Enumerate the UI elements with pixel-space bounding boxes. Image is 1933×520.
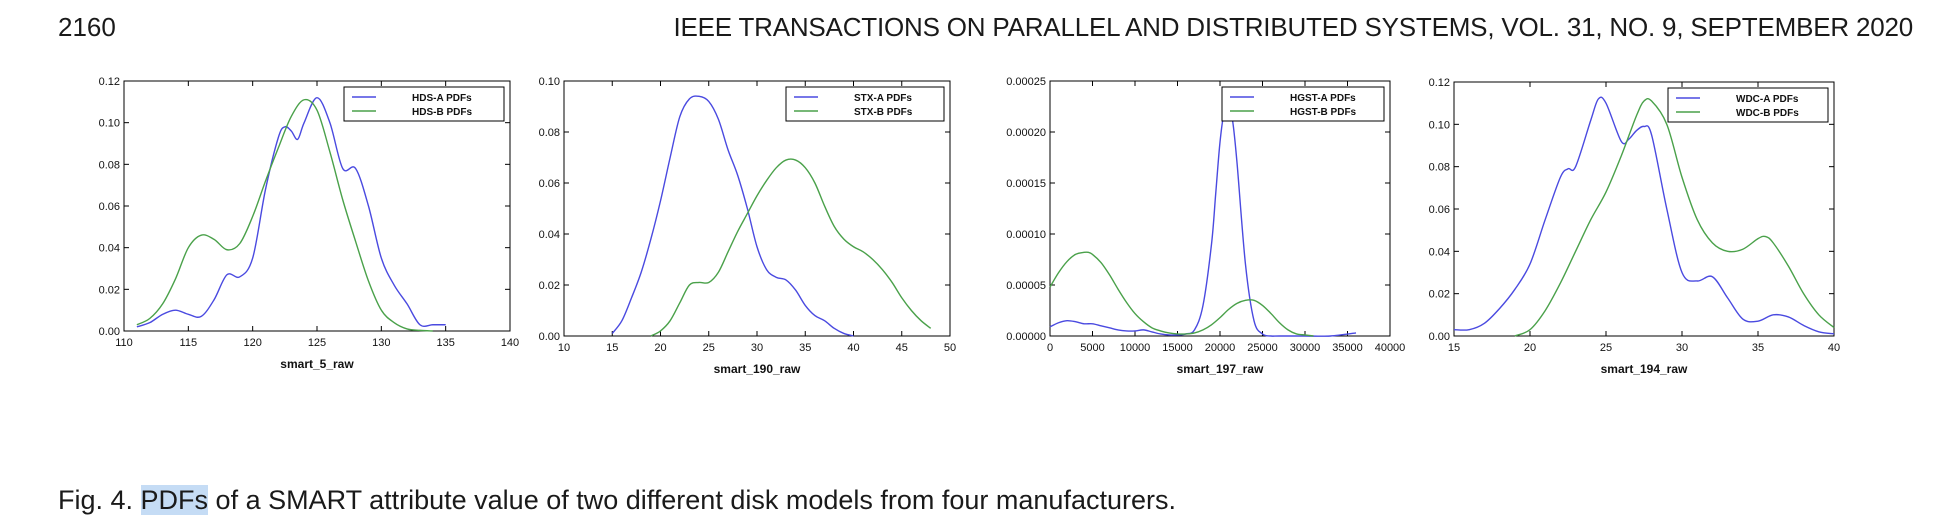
y-tick-label: 0.12 <box>99 76 120 88</box>
caption-prefix: Fig. 4. <box>58 485 134 515</box>
x-tick-label: 25000 <box>1247 342 1278 354</box>
x-tick-label: 115 <box>180 337 198 349</box>
y-tick-label: 0.08 <box>539 127 560 139</box>
x-tick-label: 40 <box>847 342 859 354</box>
legend-label: STX-A PDFs <box>854 93 912 104</box>
legend-label: HDS-B PDFs <box>412 107 472 118</box>
page-number: 2160 <box>58 12 116 42</box>
x-tick-label: 10000 <box>1120 342 1151 354</box>
x-tick-label: 40 <box>1828 342 1840 354</box>
y-tick-label: 0.02 <box>99 284 120 296</box>
y-tick-label: 0.08 <box>99 159 120 171</box>
caption-highlight[interactable]: PDFs <box>140 485 209 515</box>
chart-panel-stx: 10 15 20 25 30 35 40 45 50 0.00 0.02 0.04 0.06 0.08 0.… <box>538 76 958 455</box>
x-tick-label: 35 <box>1752 342 1764 354</box>
chart-panel-hds: 110 115 120 125 130 135 140 0.00 0.02 0.04 0.06 0.0… <box>98 76 520 455</box>
figure-caption: Fig. 4. PDFs of a SMART attribute value … <box>58 485 1176 515</box>
chart-panel-hgst: 0 5000 10000 15000 20000 25000 30000 35000 40000… <box>978 76 1408 455</box>
x-tick-label: 15000 <box>1162 342 1193 354</box>
legend-box <box>343 86 505 122</box>
pdf-chart-smart-190: 10 15 20 25 30 35 40 45 50 0.00 0.02 0.04 0.06 0.08 0.… <box>539 76 957 376</box>
x-tick-label: 125 <box>308 337 326 349</box>
legend-label: HDS-A PDFs <box>412 93 472 104</box>
y-tick-label: 0.00020 <box>1006 127 1046 139</box>
x-tick-label: 135 <box>436 337 454 349</box>
x-tick-label: 30 <box>1676 342 1688 354</box>
y-tick-label: 0.00025 <box>1006 76 1046 88</box>
x-tick-label: 35 <box>799 342 811 354</box>
legend-label: WDC-A PDFs <box>1736 94 1799 105</box>
y-tick-label: 0.00000 <box>1006 331 1046 343</box>
y-tick-label: 0.04 <box>539 229 560 241</box>
y-tick-label: 0.00005 <box>1006 280 1046 292</box>
y-tick-label: 0.12 <box>1429 77 1450 89</box>
y-tick-label: 0.00 <box>539 331 560 343</box>
y-tick-label: 0.10 <box>99 118 120 130</box>
pdf-chart-smart-194: 15 20 25 30 35 40 0.00 0.02 0.04 0.06 0.08 0.10 0.12… <box>1429 77 1841 376</box>
legend-label: HGST-B PDFs <box>1290 107 1357 118</box>
x-tick-label: 15 <box>606 342 618 354</box>
y-tick-label: 0.06 <box>1429 204 1450 216</box>
series-line-a <box>1453 96 1835 335</box>
y-tick-label: 0.00015 <box>1006 178 1046 190</box>
x-axis-label: smart_5_raw <box>280 357 354 371</box>
x-tick-label: 110 <box>115 337 133 349</box>
legend-box <box>785 86 945 122</box>
caption-text: of a SMART attribute value of two differ… <box>208 485 1176 515</box>
y-tick-label: 0.10 <box>1429 119 1450 131</box>
legend-box <box>1221 86 1385 122</box>
x-tick-label: 120 <box>243 337 261 349</box>
y-tick-label: 0.08 <box>1429 162 1450 174</box>
x-tick-label: 20 <box>654 342 666 354</box>
series-line-b <box>1049 251 1314 337</box>
x-tick-label: 15 <box>1448 342 1460 354</box>
x-tick-label: 20 <box>1524 342 1536 354</box>
y-tick-label: 0.10 <box>539 76 560 88</box>
series-line-a <box>136 96 446 328</box>
y-tick-label: 0.00 <box>99 326 120 338</box>
x-tick-label: 25 <box>703 342 715 354</box>
legend-box <box>1667 87 1829 123</box>
series-line-b <box>136 98 433 332</box>
y-tick-label: 0.04 <box>1429 246 1450 258</box>
y-tick-label: 0.02 <box>1429 289 1450 301</box>
x-tick-label: 20000 <box>1205 342 1236 354</box>
series-line-b <box>1514 97 1835 337</box>
y-tick-label: 0.00010 <box>1006 229 1046 241</box>
series-line-a <box>611 95 854 337</box>
x-tick-label: 10 <box>558 342 570 354</box>
y-tick-label: 0.00 <box>1429 331 1450 343</box>
x-tick-label: 140 <box>501 337 519 349</box>
y-tick-label: 0.06 <box>539 178 560 190</box>
x-tick-label: 30 <box>751 342 763 354</box>
chart-panel-wdc: 15 20 25 30 35 40 0.00 0.02 0.04 0.06 0.08 0.10 0.12… <box>1418 77 1853 455</box>
legend-label: STX-B PDFs <box>854 107 913 118</box>
x-tick-label: 0 <box>1047 342 1053 354</box>
x-tick-label: 25 <box>1600 342 1612 354</box>
legend-label: WDC-B PDFs <box>1736 108 1799 119</box>
y-tick-label: 0.04 <box>99 243 120 255</box>
journal-header: IEEE TRANSACTIONS ON PARALLEL AND DISTRI… <box>673 12 1913 42</box>
pdf-chart-smart-197: 0 5000 10000 15000 20000 25000 30000 35000 40000… <box>1006 76 1406 376</box>
x-tick-label: 40000 <box>1375 342 1406 354</box>
legend-label: HGST-A PDFs <box>1290 93 1356 104</box>
x-tick-label: 45 <box>896 342 908 354</box>
x-axis-label: smart_197_raw <box>1177 362 1264 376</box>
series-line-a <box>1049 104 1357 337</box>
x-tick-label: 30000 <box>1290 342 1321 354</box>
y-tick-label: 0.06 <box>99 201 120 213</box>
y-tick-label: 0.02 <box>539 280 560 292</box>
x-axis-label: smart_190_raw <box>714 362 801 376</box>
x-tick-label: 50 <box>944 342 956 354</box>
x-tick-label: 5000 <box>1080 342 1104 354</box>
pdf-chart-smart-5: 110 115 120 125 130 135 140 0.00 0.02 0.04 0.06 0.0… <box>99 76 520 371</box>
x-tick-label: 35000 <box>1332 342 1363 354</box>
x-tick-label: 130 <box>372 337 390 349</box>
x-axis-label: smart_194_raw <box>1601 362 1688 376</box>
series-line-b <box>650 158 932 337</box>
